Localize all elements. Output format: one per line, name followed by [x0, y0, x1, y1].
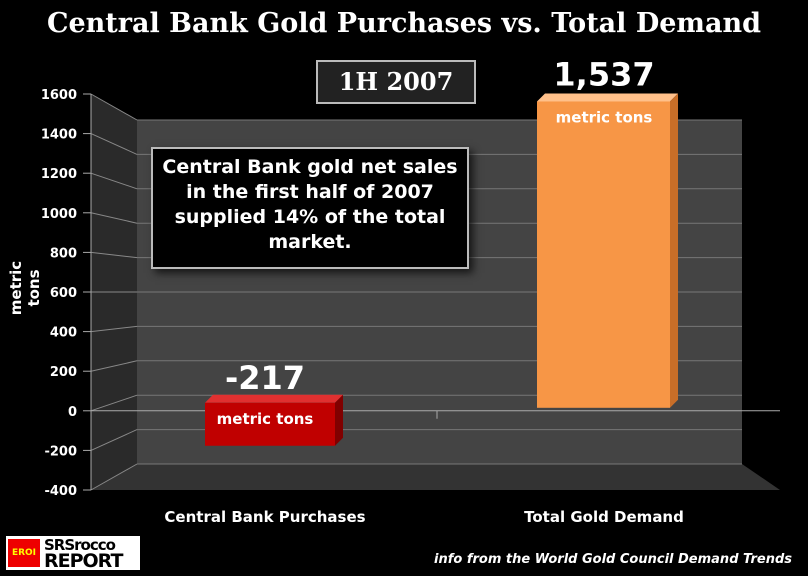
y-tick-label: 1600	[41, 88, 77, 103]
y-tick-label: 200	[50, 365, 77, 380]
annotation-box: Central Bank gold net sales in the first…	[151, 147, 469, 269]
y-tick-label: 1200	[41, 167, 77, 182]
y-tick-label: -200	[44, 444, 77, 459]
bar-top	[205, 394, 343, 403]
gridline-side	[90, 394, 138, 412]
y-tick-label: 400	[50, 326, 77, 341]
logo-line2: REPORT	[44, 550, 123, 572]
gridline-side	[90, 429, 138, 451]
data-label: 1,537	[553, 55, 654, 93]
gridline-side	[90, 172, 138, 190]
logo-badge: EROI	[8, 539, 40, 567]
y-tick-label: 600	[50, 286, 77, 301]
gridline-side	[90, 212, 138, 224]
logo: EROI SRSrocco REPORT	[6, 536, 140, 572]
gridline-side	[90, 325, 138, 333]
period-label: 1H 2007	[316, 60, 476, 104]
y-tick-label: -400	[44, 484, 77, 499]
bar-top	[537, 93, 678, 102]
bar-side	[670, 93, 678, 408]
unit-label: metric tons	[217, 410, 314, 428]
y-tick-label: 800	[50, 246, 77, 261]
source-note: info from the World Gold Council Demand …	[434, 552, 792, 567]
y-tick-label: 0	[68, 405, 77, 420]
floor	[91, 464, 780, 490]
gridline-side	[90, 133, 138, 155]
data-label: -217	[225, 359, 305, 397]
bar	[537, 101, 670, 408]
gridline-side	[90, 360, 138, 372]
y-axis-label: metric tons	[7, 260, 43, 316]
bar-side	[335, 394, 343, 446]
x-tick-label: Central Bank Purchases	[164, 508, 365, 526]
x-tick-label: Total Gold Demand	[524, 508, 684, 526]
chart-title: Central Bank Gold Purchases vs. Total De…	[47, 8, 761, 39]
y-tick-label: 1400	[41, 128, 77, 143]
logo-line1: SRSrocco	[44, 536, 116, 554]
bar	[205, 402, 335, 446]
unit-label: metric tons	[556, 108, 653, 126]
gridline-side	[90, 251, 138, 259]
gridline-side	[90, 463, 138, 491]
y-tick-label: 1000	[41, 207, 77, 222]
gridline-side	[90, 93, 138, 121]
